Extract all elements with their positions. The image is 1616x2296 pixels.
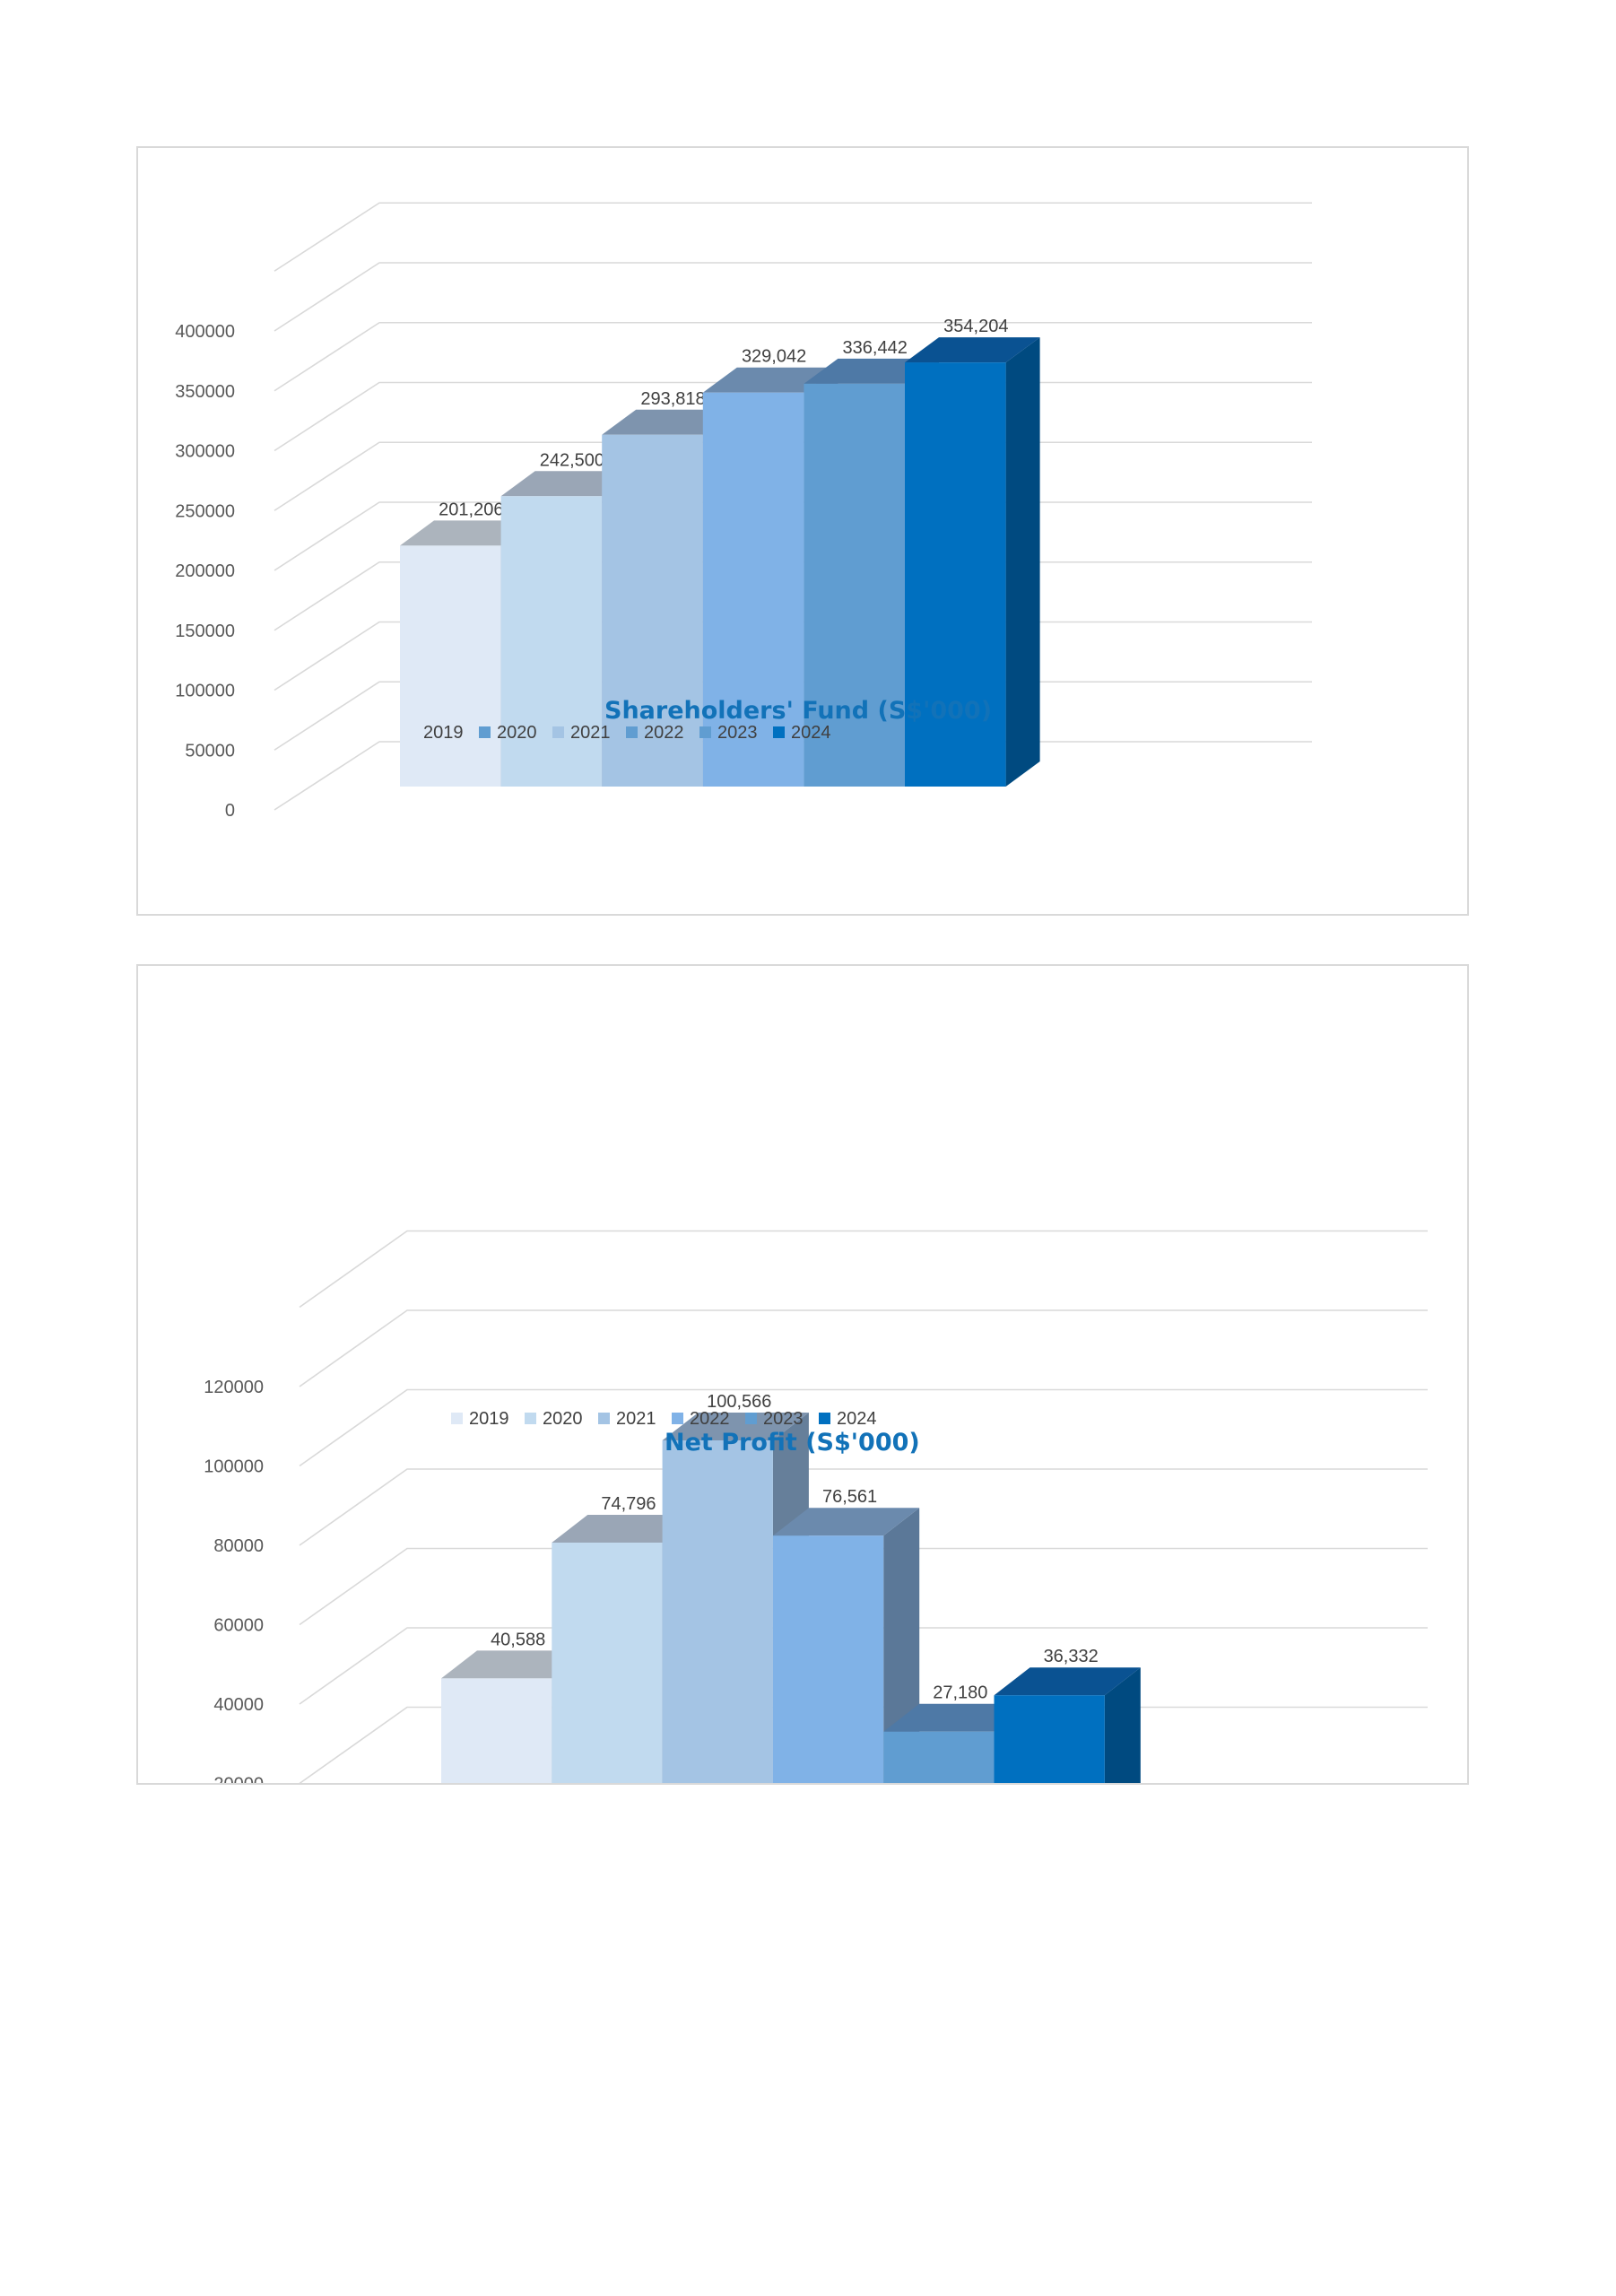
y-tick-label: 120000	[204, 1378, 264, 1397]
bar-sf-2021	[602, 434, 703, 787]
data-label: 336,442	[843, 338, 908, 358]
bar-top	[905, 337, 1040, 363]
legend-swatch	[598, 1413, 610, 1424]
gridline	[274, 262, 1312, 332]
legend-label: 2024	[791, 723, 831, 743]
y-tick-label: 20000	[213, 1775, 264, 1784]
bar-side	[1104, 1667, 1141, 1783]
legend-label: 2022	[690, 1409, 730, 1429]
legend-swatch	[451, 1413, 463, 1424]
legend-label: 2021	[616, 1409, 656, 1429]
y-tick-label: 350000	[175, 382, 235, 402]
shareholders-fund-chart: 0 50000 100000 150000 200000 250000 300000 3500…	[175, 202, 1312, 821]
legend-swatch	[552, 726, 564, 738]
data-label: 100,566	[707, 1392, 771, 1412]
bar-np-2021	[662, 1439, 773, 1783]
legend-label: 2020	[497, 723, 537, 743]
bar-top	[441, 1650, 588, 1679]
bar-sf-2019	[400, 545, 501, 787]
gridline	[299, 1468, 1428, 1546]
bar-top	[662, 1412, 809, 1440]
legend-swatch	[773, 726, 785, 738]
gridline	[299, 1230, 1428, 1309]
legend-swatch	[525, 1413, 536, 1424]
net-profit-chart-panel: 02000040000600008000010000012000040,5887…	[136, 964, 1469, 1785]
bar-sf-2023	[804, 383, 905, 787]
data-label: 354,204	[943, 317, 1008, 336]
y-tick-label: 400000	[175, 322, 235, 342]
y-tick-label: 100000	[175, 682, 235, 701]
bar-np-2024	[994, 1695, 1105, 1783]
data-label: 36,332	[1044, 1647, 1099, 1666]
legend-label: 2023	[717, 723, 758, 743]
chart-title: Net Profit (S$'000)	[665, 1429, 920, 1457]
bar-sf-2022	[702, 392, 804, 787]
gridline	[299, 1627, 1428, 1705]
bar-np-2023	[883, 1731, 995, 1783]
bar-top	[994, 1667, 1141, 1696]
data-label: 201,206	[439, 500, 503, 519]
y-tick-label: 150000	[175, 622, 235, 641]
legend-swatch	[745, 1413, 757, 1424]
data-label: 27,180	[933, 1683, 987, 1703]
y-tick-label: 50000	[185, 741, 235, 761]
data-label: 242,500	[540, 450, 604, 470]
bar-np-2020	[552, 1543, 663, 1783]
y-tick-label: 60000	[213, 1616, 264, 1636]
gridline	[274, 202, 1312, 272]
legend-label: 2022	[644, 723, 684, 743]
legend-swatch	[819, 1413, 830, 1424]
gridline	[299, 1309, 1428, 1387]
legend-swatch	[672, 1413, 683, 1424]
legend-swatch	[699, 726, 711, 738]
gridline	[299, 1547, 1428, 1626]
bar-sf-2020	[500, 496, 603, 787]
y-tick-label: 0	[225, 801, 235, 821]
legend-label: 2023	[763, 1409, 804, 1429]
legend-swatch	[405, 726, 417, 738]
shareholders-fund-chart-panel: 0 50000 100000 150000 200000 250000 300000 3500…	[136, 146, 1469, 916]
data-label: 74,796	[601, 1494, 656, 1514]
data-label: 293,818	[640, 389, 705, 409]
gridline	[299, 1388, 1428, 1467]
bar-top	[883, 1703, 1030, 1732]
y-tick-label: 250000	[175, 501, 235, 521]
legend-label: 2019	[423, 723, 464, 743]
y-tick-label: 300000	[175, 442, 235, 462]
bar-top	[552, 1515, 699, 1544]
bar-np-2022	[772, 1535, 884, 1783]
y-tick-label: 80000	[213, 1536, 264, 1556]
legend-label: 2024	[837, 1409, 877, 1429]
y-tick-label: 100000	[204, 1457, 264, 1477]
net-profit-chart: 02000040000600008000010000012000040,5887…	[204, 1230, 1428, 1784]
y-tick-label: 200000	[175, 561, 235, 581]
chart-title: Shareholders' Fund (S$'000)	[604, 697, 992, 725]
data-label: 76,561	[822, 1487, 877, 1507]
gridline	[274, 321, 1312, 392]
legend-label: 2019	[469, 1409, 509, 1429]
data-label: 329,042	[742, 347, 806, 367]
legend-label: 2021	[570, 723, 611, 743]
bar-top	[772, 1508, 920, 1536]
bar-sf-2024	[905, 362, 1006, 787]
y-tick-label: 40000	[213, 1695, 264, 1715]
data-label: 40,588	[491, 1630, 545, 1649]
bar-side	[1005, 337, 1040, 787]
legend-label: 2020	[543, 1409, 583, 1429]
legend-swatch	[479, 726, 491, 738]
bar-np-2019	[441, 1678, 552, 1783]
legend-swatch	[626, 726, 638, 738]
